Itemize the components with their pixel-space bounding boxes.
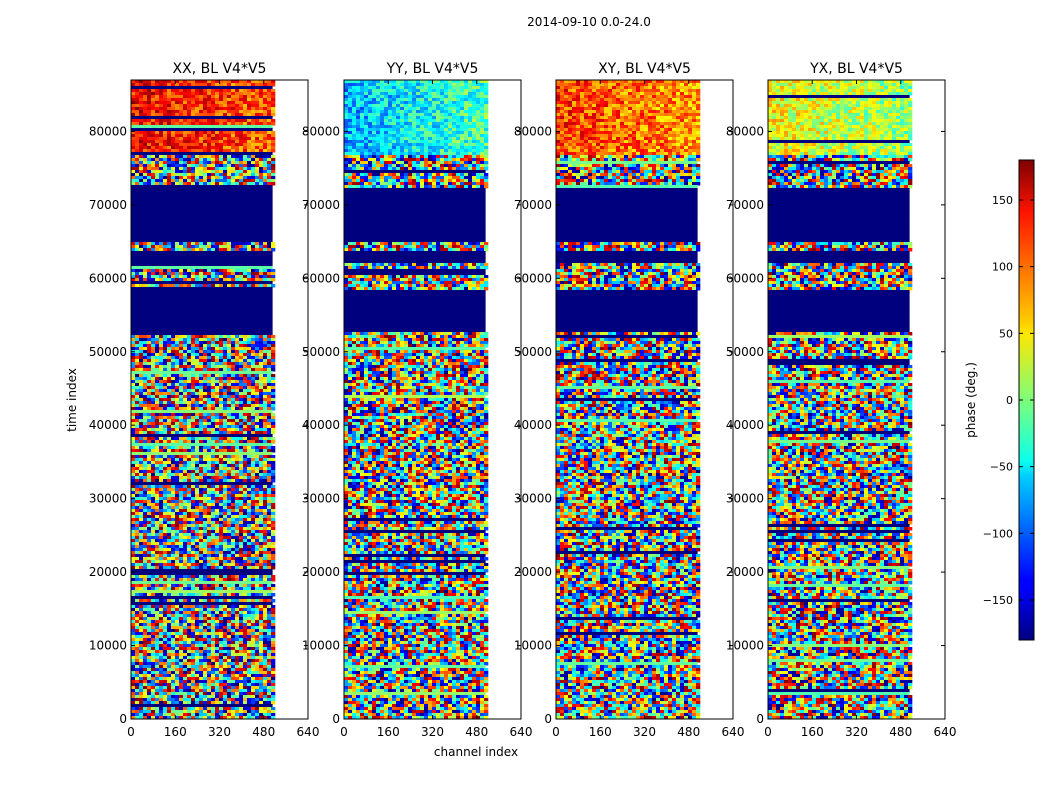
panel-title: YX, BL V4*V5 — [809, 61, 903, 77]
x-tick-label: 160 — [377, 725, 400, 739]
colorbar-tick-label: 0 — [1006, 394, 1013, 407]
y-tick-label: 60000 — [514, 271, 552, 285]
y-tick-label: 40000 — [302, 418, 340, 432]
y-tick-label: 30000 — [302, 492, 340, 506]
x-tick-label: 0 — [552, 725, 560, 739]
x-tick-label: 480 — [465, 725, 488, 739]
y-tick-label: 50000 — [726, 345, 764, 359]
y-tick-label: 70000 — [726, 198, 764, 212]
colorbar-label: phase (deg.) — [964, 362, 978, 438]
y-tick-label: 50000 — [514, 345, 552, 359]
y-tick-label: 40000 — [514, 418, 552, 432]
y-tick-label: 10000 — [726, 639, 764, 653]
y-tick-label: 10000 — [514, 639, 552, 653]
y-tick-label: 20000 — [89, 565, 127, 579]
y-tick-label: 80000 — [726, 124, 764, 138]
y-tick-label: 50000 — [302, 345, 340, 359]
y-tick-label: 0 — [119, 712, 127, 726]
panel-yx: YX, BL V4*V5 0 160 320 480 640 0 10000 20000 3000… — [726, 61, 957, 739]
y-tick-label: 0 — [756, 712, 764, 726]
x-tick-label: 0 — [340, 725, 348, 739]
x-tick-label: 0 — [764, 725, 772, 739]
y-tick-label: 20000 — [302, 565, 340, 579]
heatmap-panels: XX, BL V4*V5 0 160 320 480 640 0 10000 20000 3000… — [89, 61, 957, 739]
y-tick-label: 10000 — [89, 639, 127, 653]
x-tick-label: 480 — [677, 725, 700, 739]
x-tick-label: 640 — [510, 725, 533, 739]
x-tick-label: 160 — [589, 725, 612, 739]
panel-title: XX, BL V4*V5 — [173, 61, 267, 77]
y-tick-label: 0 — [332, 712, 340, 726]
panel-title: YY, BL V4*V5 — [386, 61, 479, 77]
x-tick-label: 320 — [633, 725, 656, 739]
heatmap-cells — [556, 80, 700, 720]
y-tick-label: 50000 — [89, 345, 127, 359]
y-tick-label: 70000 — [89, 198, 127, 212]
x-tick-label: 480 — [889, 725, 912, 739]
y-tick-label: 60000 — [726, 271, 764, 285]
y-tick-label: 60000 — [89, 271, 127, 285]
heatmap-cells — [768, 80, 912, 720]
colorbar: −150 −100 −50 0 50 100 150 phase (deg.) — [964, 160, 1034, 640]
y-tick-label: 0 — [544, 712, 552, 726]
x-tick-label: 640 — [722, 725, 745, 739]
y-tick-label: 80000 — [514, 124, 552, 138]
figure: 2014-09-10 0.0-24.0 XX, BL V4*V5 0 160 320 4… — [0, 0, 1050, 800]
y-tick-label: 80000 — [89, 124, 127, 138]
panel-xx: XX, BL V4*V5 0 160 320 480 640 0 10000 20000 3000… — [89, 61, 320, 739]
x-tick-label: 640 — [297, 725, 320, 739]
y-tick-label: 20000 — [514, 565, 552, 579]
y-tick-label: 20000 — [726, 565, 764, 579]
x-tick-label: 320 — [208, 725, 231, 739]
x-tick-label: 160 — [164, 725, 187, 739]
colorbar-tick-label: 100 — [992, 261, 1013, 274]
panel-title: XY, BL V4*V5 — [598, 61, 691, 77]
colorbar-tick-label: 150 — [992, 194, 1013, 207]
x-tick-label: 480 — [252, 725, 275, 739]
y-tick-label: 30000 — [514, 492, 552, 506]
x-tick-label: 640 — [934, 725, 957, 739]
y-tick-label: 30000 — [726, 492, 764, 506]
y-tick-label: 70000 — [302, 198, 340, 212]
y-tick-label: 30000 — [89, 492, 127, 506]
x-tick-label: 160 — [801, 725, 824, 739]
colorbar-tick-label: 50 — [999, 327, 1013, 340]
x-tick-label: 320 — [845, 725, 868, 739]
y-tick-label: 60000 — [302, 271, 340, 285]
colorbar-tick-label: −100 — [983, 527, 1013, 540]
figure-title: 2014-09-10 0.0-24.0 — [527, 15, 651, 29]
x-tick-label: 320 — [421, 725, 444, 739]
heatmap-cells — [344, 80, 488, 720]
y-tick-label: 80000 — [302, 124, 340, 138]
y-tick-label: 40000 — [726, 418, 764, 432]
panel-xy: XY, BL V4*V5 0 160 320 480 640 0 10000 20000 3000… — [514, 61, 745, 739]
y-tick-label: 40000 — [89, 418, 127, 432]
y-axis-label: time index — [65, 368, 79, 432]
colorbar-tick-label: −150 — [983, 594, 1013, 607]
panel-yy: YY, BL V4*V5 0 160 320 480 640 0 10000 20000 3000… — [302, 61, 533, 739]
y-tick-label: 10000 — [302, 639, 340, 653]
x-tick-label: 0 — [127, 725, 135, 739]
y-tick-label: 70000 — [514, 198, 552, 212]
colorbar-tick-label: −50 — [990, 461, 1013, 474]
x-axis-label: channel index — [434, 745, 518, 759]
heatmap-cells — [131, 80, 275, 720]
